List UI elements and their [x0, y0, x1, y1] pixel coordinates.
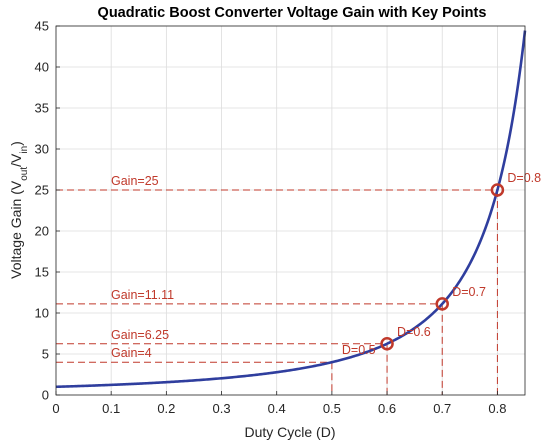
x-tick-label: 0: [52, 401, 59, 416]
duty-label: D=0.6: [397, 325, 431, 339]
gain-label: Gain=6.25: [111, 328, 169, 342]
y-axis-label-suffix: ): [8, 141, 24, 146]
x-axis-label: Duty Cycle (D): [244, 424, 335, 440]
duty-label: D=0.7: [452, 285, 486, 299]
y-tick-label: 0: [42, 388, 49, 403]
x-tick-label: 0.5: [323, 401, 341, 416]
y-axis-label-sub-in: in: [19, 146, 30, 154]
y-axis-label-mid: /V: [8, 153, 24, 167]
y-axis-label: Voltage Gain (Vout/Vin): [8, 141, 30, 279]
y-tick-label: 30: [35, 142, 49, 157]
gain-label: Gain=25: [111, 174, 159, 188]
y-tick-label: 40: [35, 60, 49, 75]
key-point-markers: [380, 183, 505, 351]
guide-lines: [56, 189, 498, 395]
curve-layer: [55, 30, 527, 389]
annotations: Gain=4 D=0.5 Gain=6.25 D=0.6 Gain=11.11 D=0.7…: [111, 171, 541, 360]
gain-label: Gain=11.11: [111, 288, 174, 302]
y-axis-label-prefix: Voltage Gain (V: [8, 180, 24, 279]
y-tick-label: 45: [35, 19, 49, 34]
y-tick-label: 15: [35, 265, 49, 280]
y-tick-label: 20: [35, 224, 49, 239]
y-tick-label: 25: [35, 183, 49, 198]
x-tick-label: 0.3: [212, 401, 230, 416]
duty-label: D=0.8: [507, 171, 541, 185]
chart-title: Quadratic Boost Converter Voltage Gain w…: [98, 5, 487, 21]
x-tick-label: 0.1: [102, 401, 120, 416]
grid: [55, 25, 525, 396]
plot-frame: [55, 25, 526, 396]
x-tick-label: 0.6: [378, 401, 396, 416]
gain-curve: [55, 30, 527, 389]
key-point-marker: [380, 337, 394, 351]
y-tick-label: 5: [42, 347, 49, 362]
y-tick-label: 35: [35, 101, 49, 116]
y-axis-label-sub-out: out: [19, 167, 30, 181]
gain-label: Gain=4: [111, 346, 152, 360]
y-tick-labels: 0 5 10 15 20 25 30 35 40 45: [35, 19, 60, 403]
x-tick-labels: 0 0.1 0.2 0.3 0.4 0.5 0.6 0.7 0.8: [52, 391, 506, 416]
x-tick-label: 0.4: [268, 401, 286, 416]
duty-label: D=0.5: [342, 343, 376, 357]
key-point-marker: [490, 183, 505, 197]
x-tick-label: 0.8: [488, 401, 506, 416]
y-tick-label: 10: [35, 306, 49, 321]
x-tick-label: 0.7: [433, 401, 451, 416]
key-point-marker: [435, 297, 449, 311]
x-tick-label: 0.2: [157, 401, 175, 416]
